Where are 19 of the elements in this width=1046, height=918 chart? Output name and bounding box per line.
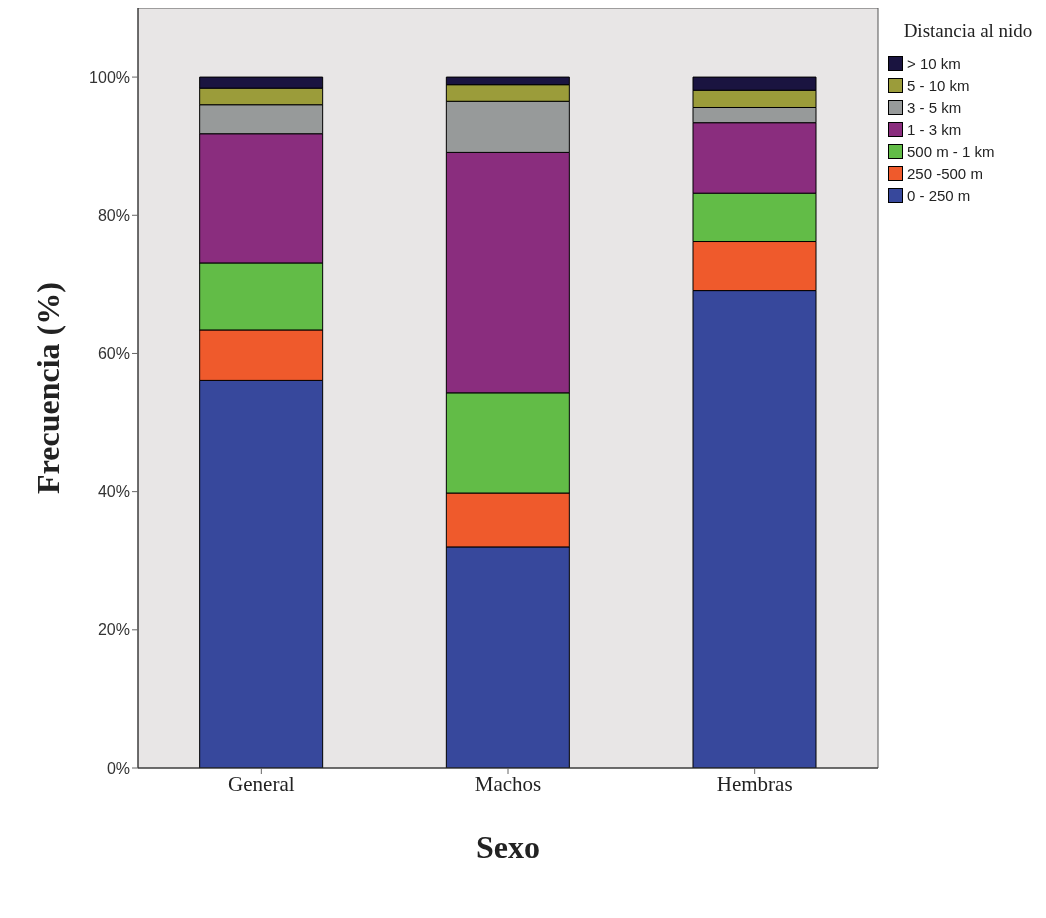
legend-label: 500 m - 1 km [907,142,995,160]
legend-label: 1 - 3 km [907,120,962,138]
y-tick-label: 40% [97,483,130,501]
legend-label: > 10 km [907,54,961,72]
x-tick-label: Machos [474,771,542,796]
y-tick-label: 100% [89,68,130,86]
y-tick-label: 80% [97,206,130,224]
legend-label: 250 -500 m [907,164,983,182]
y-axis-title: Frecuencia (%) [30,282,67,494]
legend-label: 3 - 5 km [907,98,962,116]
x-tick-label: General [228,771,295,796]
x-axis-title: Sexo [476,829,540,865]
y-tick-label: 60% [97,345,130,363]
y-tick-label: 20% [97,621,130,639]
x-tick-label: Hembras [716,771,793,796]
y-tick-label: 0% [106,759,130,777]
legend-label: 0 - 250 m [907,186,971,204]
legend-title: Distancia al nido [902,19,1034,43]
legend-label: 5 - 10 km [907,76,970,94]
